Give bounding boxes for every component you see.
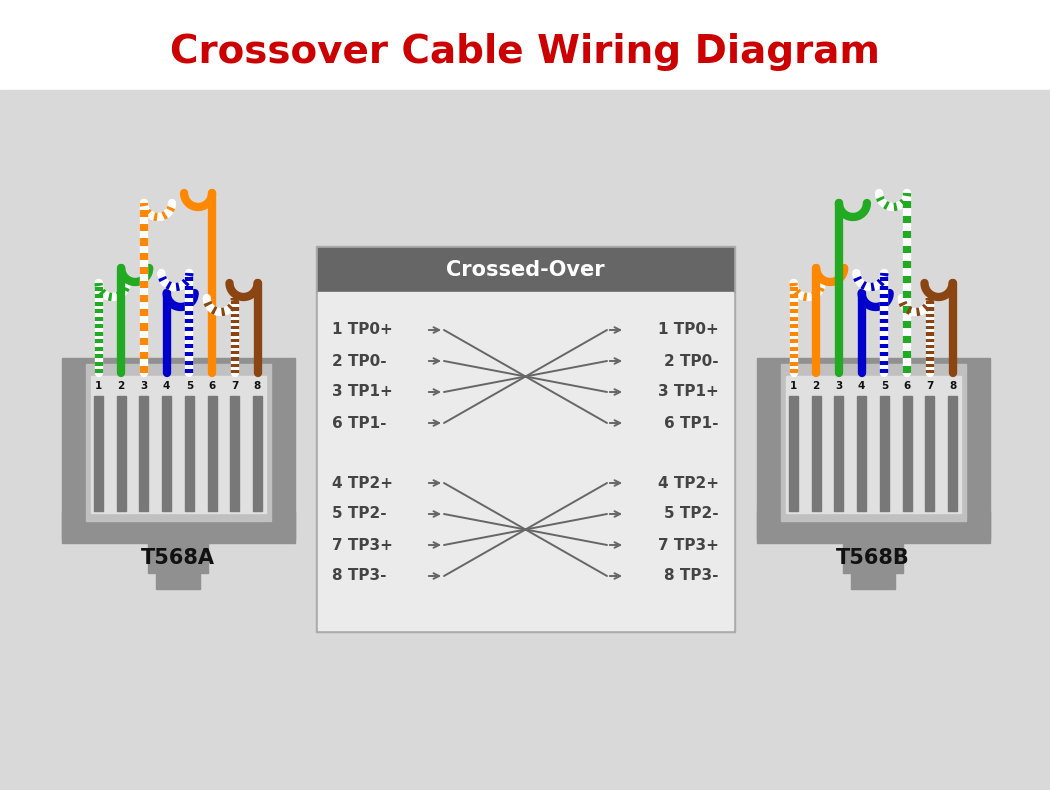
Bar xyxy=(208,396,216,511)
Text: 1 TP0+: 1 TP0+ xyxy=(332,322,393,337)
Text: 7 TP3+: 7 TP3+ xyxy=(332,537,393,552)
Bar xyxy=(230,396,239,511)
Bar xyxy=(90,376,266,513)
Bar xyxy=(85,364,271,521)
Text: 1: 1 xyxy=(94,381,102,391)
Text: 7 TP3+: 7 TP3+ xyxy=(658,537,719,552)
Text: 8: 8 xyxy=(254,381,261,391)
Bar xyxy=(156,573,200,589)
Bar xyxy=(857,396,866,511)
Bar xyxy=(948,396,957,511)
Bar xyxy=(0,90,1050,790)
Text: 6 TP1-: 6 TP1- xyxy=(332,416,386,431)
Bar xyxy=(880,396,889,511)
Text: 6 TP1-: 6 TP1- xyxy=(665,416,719,431)
Text: 8 TP3-: 8 TP3- xyxy=(332,569,386,584)
Text: 3 TP1+: 3 TP1+ xyxy=(658,385,719,400)
Bar xyxy=(850,573,895,589)
Bar xyxy=(62,511,85,539)
Text: 7: 7 xyxy=(926,381,933,391)
Text: Crossed-Over: Crossed-Over xyxy=(446,260,605,280)
Text: 8 TP3-: 8 TP3- xyxy=(665,569,719,584)
Text: 2 TP0-: 2 TP0- xyxy=(332,353,386,368)
Text: 3 TP1+: 3 TP1+ xyxy=(332,385,393,400)
Bar xyxy=(316,246,735,632)
Text: 2: 2 xyxy=(813,381,820,391)
Text: 3: 3 xyxy=(141,381,148,391)
Text: 4 TP2+: 4 TP2+ xyxy=(332,476,393,491)
Text: 5: 5 xyxy=(881,381,888,391)
Text: T568B: T568B xyxy=(836,548,910,568)
Text: T568A: T568A xyxy=(141,548,215,568)
Bar xyxy=(903,396,911,511)
Text: 5: 5 xyxy=(186,381,193,391)
Bar xyxy=(148,543,208,573)
Text: 4 TP2+: 4 TP2+ xyxy=(658,476,719,491)
Bar xyxy=(966,511,989,539)
Text: 4: 4 xyxy=(858,381,865,391)
Text: 3: 3 xyxy=(836,381,842,391)
Text: 6: 6 xyxy=(903,381,910,391)
Bar xyxy=(925,396,934,511)
Text: 4: 4 xyxy=(163,381,170,391)
Text: 1: 1 xyxy=(790,381,797,391)
Text: 7: 7 xyxy=(231,381,238,391)
Text: 5 TP2-: 5 TP2- xyxy=(332,506,386,521)
Bar xyxy=(843,543,903,573)
Text: 2: 2 xyxy=(118,381,125,391)
Bar xyxy=(185,396,194,511)
Bar xyxy=(756,358,989,543)
Bar xyxy=(780,364,966,521)
Bar xyxy=(318,248,733,292)
Bar xyxy=(785,376,961,513)
Text: 1 TP0+: 1 TP0+ xyxy=(658,322,719,337)
Bar xyxy=(756,511,780,539)
Bar xyxy=(271,511,294,539)
Text: 8: 8 xyxy=(949,381,957,391)
Bar xyxy=(117,396,126,511)
Bar xyxy=(318,292,733,630)
Bar xyxy=(140,396,148,511)
Bar xyxy=(94,396,103,511)
Bar xyxy=(62,358,294,543)
Text: 2 TP0-: 2 TP0- xyxy=(665,353,719,368)
Text: Crossover Cable Wiring Diagram: Crossover Cable Wiring Diagram xyxy=(170,33,880,71)
Text: 6: 6 xyxy=(209,381,215,391)
Bar xyxy=(812,396,821,511)
Bar xyxy=(162,396,171,511)
Bar xyxy=(253,396,262,511)
Text: 5 TP2-: 5 TP2- xyxy=(665,506,719,521)
Bar xyxy=(835,396,843,511)
Bar xyxy=(789,396,798,511)
